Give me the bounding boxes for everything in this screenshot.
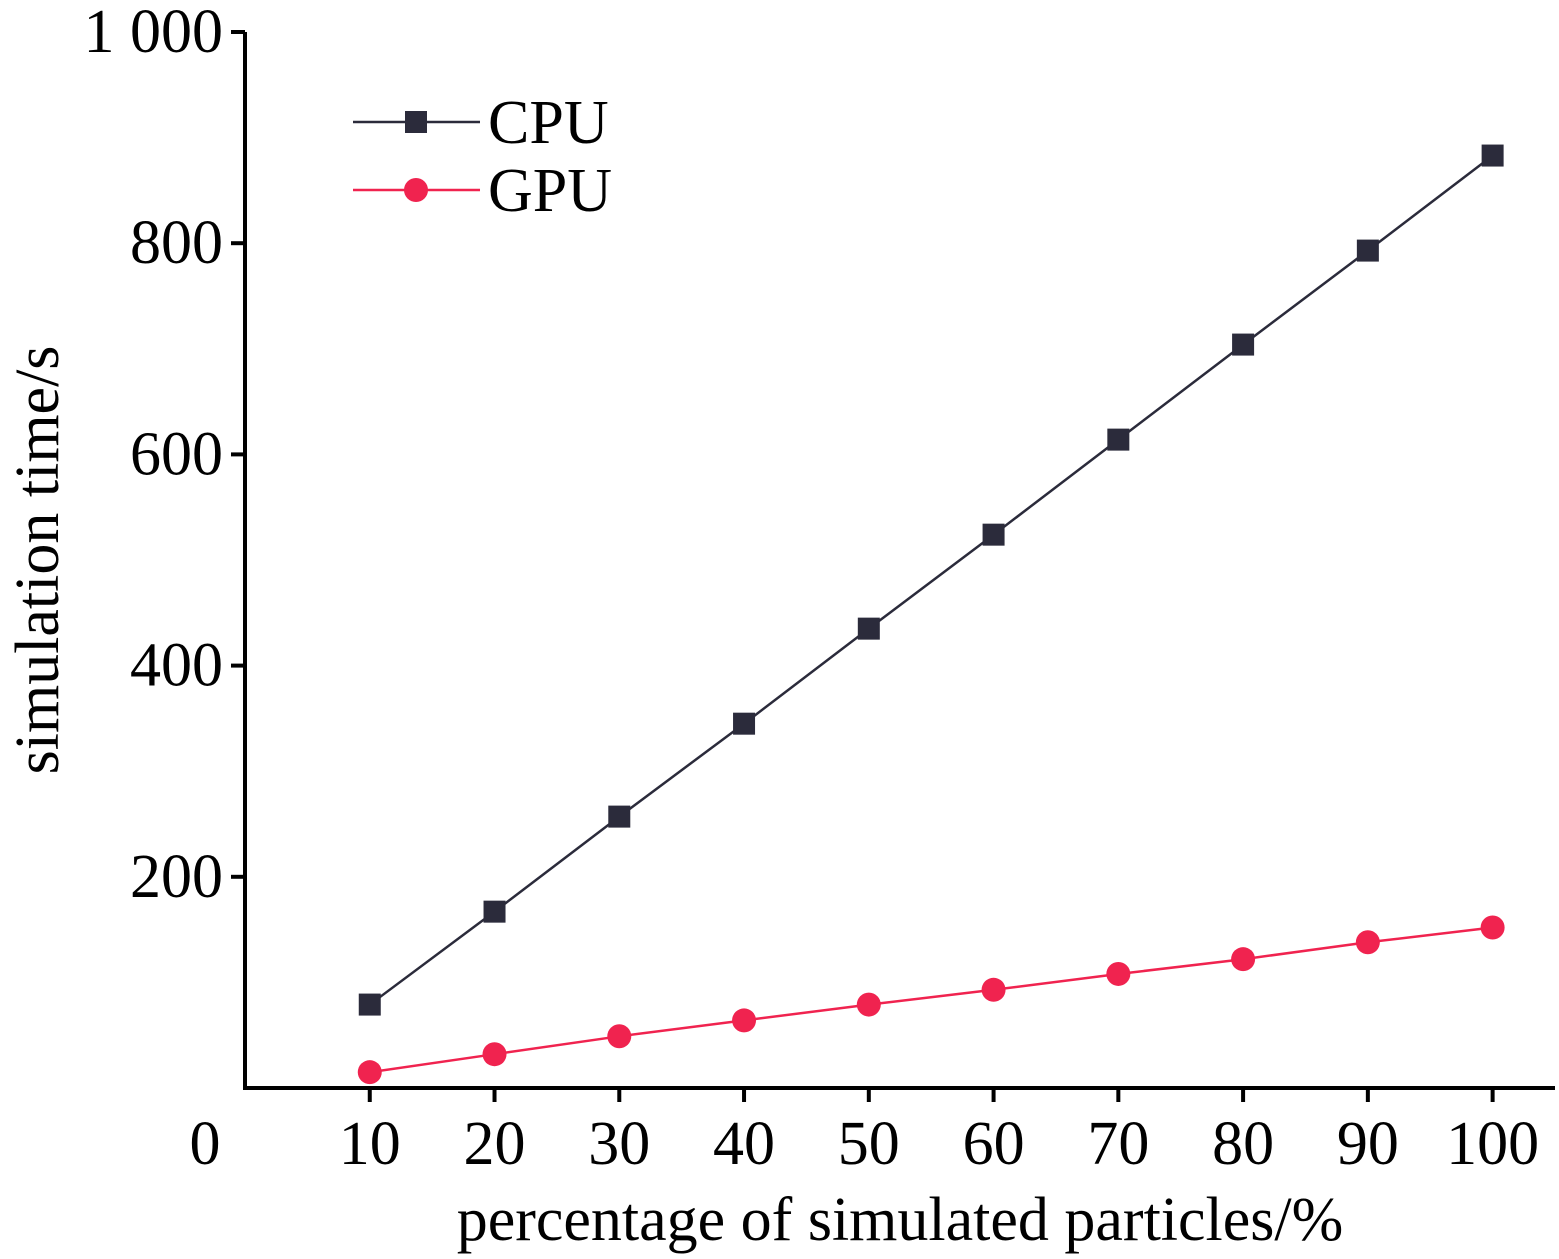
x-tick-label: 60 [963, 1110, 1025, 1178]
data-point-cpu [733, 712, 756, 735]
data-point-gpu [1106, 961, 1131, 986]
data-point-gpu [1231, 947, 1256, 972]
data-point-gpu [482, 1042, 507, 1067]
data-point-gpu [1480, 915, 1505, 940]
axes: 200 400 600 800 1 000 0 10 20 30 40 50 60 70 80 90 100 [84, 0, 1555, 1178]
data-point-cpu [1356, 239, 1379, 262]
series-line-cpu [369, 154, 1494, 1006]
y-axis-title: simulation time/s [4, 346, 72, 775]
data-point-cpu [483, 900, 506, 923]
data-point-gpu [607, 1024, 632, 1049]
data-point-gpu [357, 1060, 382, 1085]
data-point-cpu [358, 993, 381, 1016]
series-gpu [357, 915, 1505, 1085]
y-tick-label: 400 [130, 632, 223, 700]
data-point-cpu [1481, 144, 1504, 167]
x-tick-label: 40 [713, 1110, 775, 1178]
y-tick-label: 600 [130, 420, 223, 488]
series-layer [357, 144, 1505, 1085]
x-tick-label: 100 [1446, 1110, 1539, 1178]
data-point-gpu [856, 992, 881, 1017]
legend-label: CPU [488, 89, 609, 157]
x-tick-label: 30 [588, 1110, 650, 1178]
data-point-cpu [1107, 428, 1130, 451]
x-tick-label: 80 [1212, 1110, 1274, 1178]
legend-item-gpu: GPU [353, 157, 612, 225]
data-point-cpu [982, 523, 1005, 546]
x-axis-title: percentage of simulated particles/% [457, 1186, 1344, 1254]
x-tick-label: 90 [1337, 1110, 1399, 1178]
x-tick-label: 10 [339, 1110, 401, 1178]
y-tick-label: 1 000 [84, 0, 224, 66]
x-tick-label: 0 [190, 1110, 221, 1178]
y-tick-label: 200 [130, 843, 223, 911]
x-tick-label: 50 [838, 1110, 900, 1178]
data-point-cpu [608, 805, 631, 828]
legend-item-cpu: CPU [353, 89, 609, 157]
data-point-gpu [1355, 930, 1380, 955]
series-line-gpu [369, 926, 1493, 1074]
y-tick-label: 800 [130, 209, 223, 277]
data-point-cpu [857, 617, 880, 640]
legend-marker-square [405, 111, 427, 133]
legend-label: GPU [488, 157, 612, 225]
legend-marker-circle [404, 178, 428, 202]
x-tick-label: 70 [1087, 1110, 1149, 1178]
data-point-gpu [981, 977, 1006, 1002]
x-tick-label: 20 [464, 1110, 526, 1178]
data-point-cpu [1232, 333, 1255, 356]
series-cpu [358, 144, 1504, 1016]
data-point-gpu [732, 1008, 757, 1033]
